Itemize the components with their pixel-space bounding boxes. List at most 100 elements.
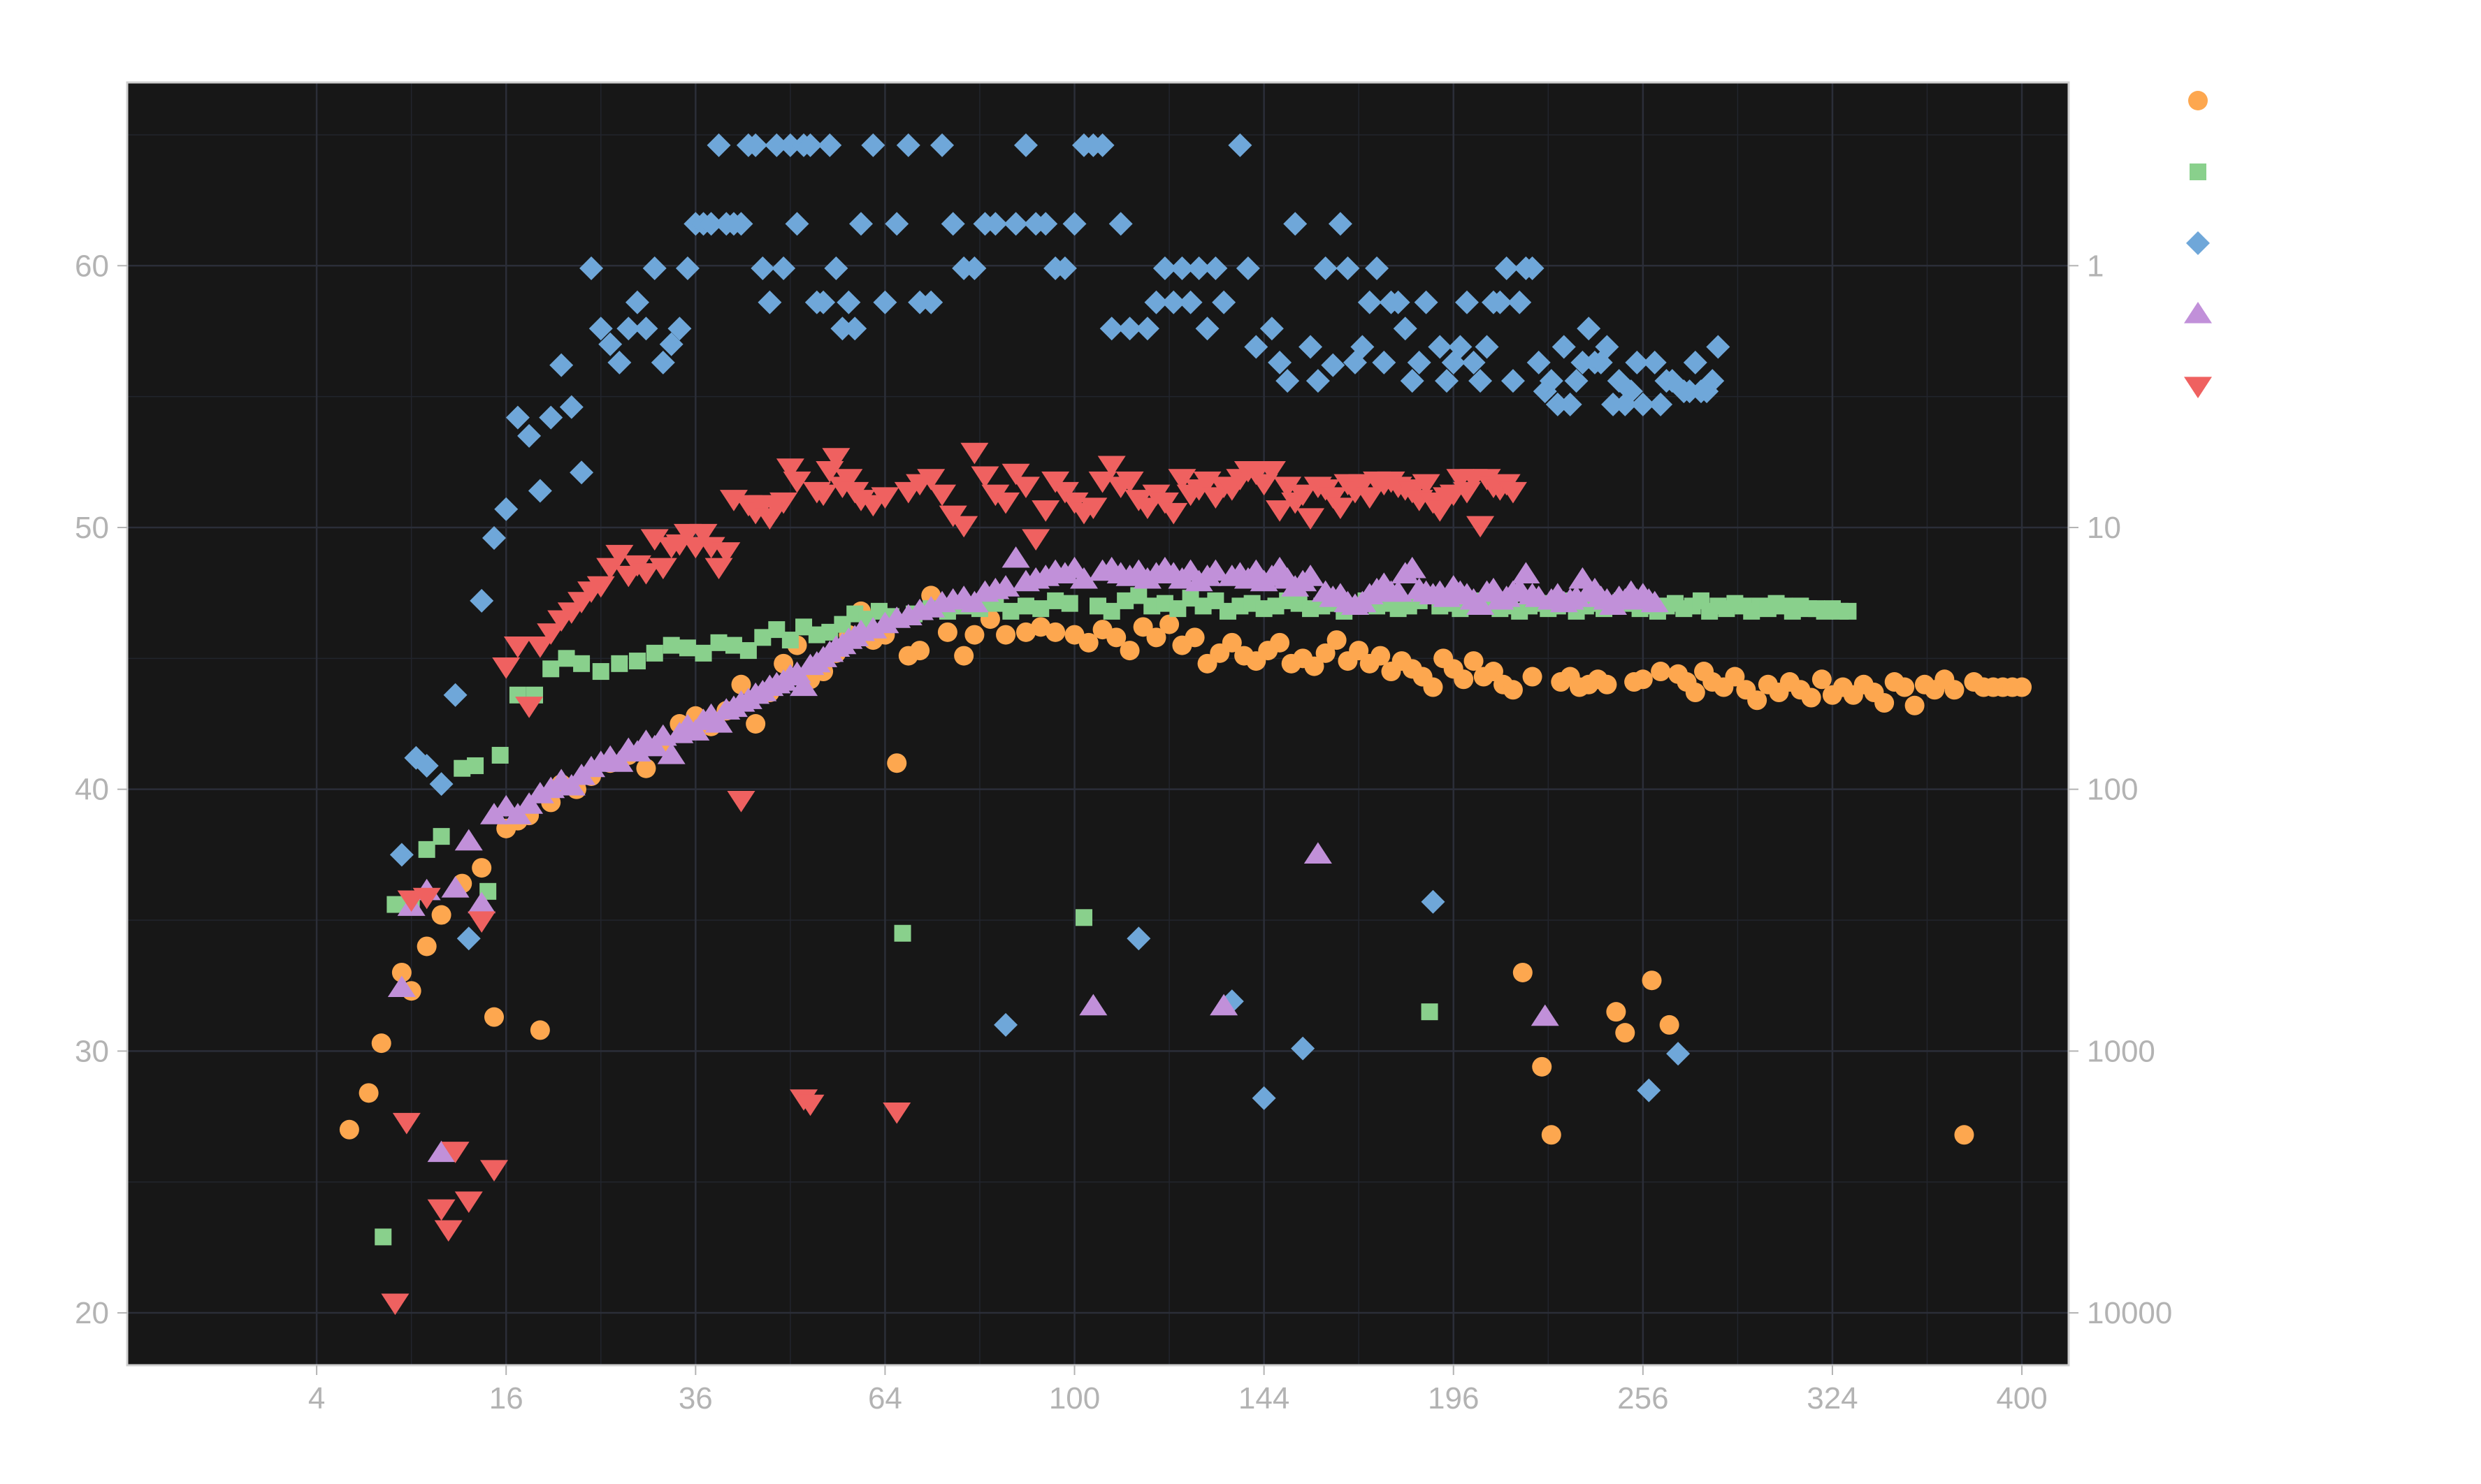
data-point xyxy=(484,1007,504,1027)
data-point xyxy=(359,1083,379,1103)
data-point xyxy=(861,133,885,157)
data-point xyxy=(1423,677,1443,697)
data-point xyxy=(505,405,530,430)
data-point xyxy=(983,212,1008,236)
data-point xyxy=(1475,335,1499,359)
data-point xyxy=(834,469,863,490)
x-tick-label: 36 xyxy=(679,1381,713,1416)
data-point xyxy=(1407,350,1431,374)
data-point xyxy=(954,646,974,666)
y-right-tick-label: 100 xyxy=(2087,773,2138,807)
data-point xyxy=(1747,690,1767,711)
data-point xyxy=(526,636,554,658)
data-point xyxy=(1412,474,1440,496)
data-point xyxy=(1365,256,1389,281)
data-point xyxy=(1090,133,1115,157)
data-point xyxy=(1078,632,1099,653)
data-point xyxy=(1296,508,1325,530)
data-point xyxy=(1512,562,1540,584)
data-point xyxy=(642,256,667,281)
data-point xyxy=(1296,565,1325,586)
data-point xyxy=(704,711,733,733)
data-point xyxy=(558,650,575,667)
data-point xyxy=(605,750,634,772)
data-point xyxy=(1259,317,1284,341)
data-point xyxy=(1120,641,1140,661)
data-point xyxy=(843,317,867,341)
data-point xyxy=(1685,683,1705,703)
data-point xyxy=(1944,680,1965,700)
data-point xyxy=(1236,256,1260,281)
data-point xyxy=(1570,350,1595,374)
data-point xyxy=(1666,1042,1691,1066)
x-tick-label: 100 xyxy=(1049,1381,1100,1416)
data-point xyxy=(731,674,751,694)
data-point xyxy=(1488,290,1512,314)
data-point xyxy=(1178,290,1203,314)
data-point xyxy=(1047,592,1064,609)
data-point xyxy=(710,634,728,651)
data-point xyxy=(391,962,412,982)
data-point xyxy=(632,563,660,585)
x-tick-label: 196 xyxy=(1428,1381,1479,1416)
data-point xyxy=(783,471,811,493)
data-point xyxy=(776,458,804,480)
data-point xyxy=(798,133,823,157)
data-point xyxy=(1099,317,1124,341)
data-point xyxy=(1393,317,1417,341)
data-point xyxy=(1874,693,1895,713)
data-point xyxy=(883,1102,911,1124)
data-point xyxy=(2012,677,2032,697)
data-point xyxy=(588,317,613,341)
data-point xyxy=(885,212,909,236)
data-point xyxy=(725,636,742,654)
data-point xyxy=(1336,256,1360,281)
data-point xyxy=(1463,651,1484,671)
data-point xyxy=(1435,369,1459,393)
x-tick-label: 144 xyxy=(1238,1381,1289,1416)
data-point xyxy=(663,636,680,654)
data-point xyxy=(433,828,450,845)
data-point xyxy=(1108,212,1133,236)
data-point xyxy=(1001,463,1030,486)
data-point xyxy=(1651,662,1671,682)
data-point xyxy=(1595,335,1619,359)
data-point xyxy=(824,256,848,281)
data-point xyxy=(1448,335,1473,359)
data-point xyxy=(1400,369,1424,393)
data-point xyxy=(896,133,920,157)
data-point xyxy=(1244,335,1268,359)
data-point xyxy=(1187,256,1211,281)
data-point xyxy=(1597,674,1617,694)
data-point xyxy=(1210,994,1238,1016)
data-point xyxy=(1299,335,1323,359)
data-point xyxy=(769,492,798,514)
data-point xyxy=(1326,497,1354,520)
data-point xyxy=(1421,889,1445,914)
data-point xyxy=(1357,290,1382,314)
data-point xyxy=(598,332,623,356)
data-point xyxy=(837,290,861,314)
data-point xyxy=(1305,369,1330,393)
gridlines xyxy=(127,82,2069,1365)
data-point xyxy=(772,256,796,281)
data-point xyxy=(1503,680,1523,700)
data-point xyxy=(1349,641,1369,661)
data-point xyxy=(1512,962,1533,982)
data-point xyxy=(429,772,454,796)
data-point xyxy=(549,353,574,377)
data-point xyxy=(822,448,851,470)
data-point xyxy=(1097,456,1126,478)
data-point xyxy=(739,642,757,660)
data-point xyxy=(910,641,930,661)
x-tick-label: 4 xyxy=(308,1381,325,1416)
data-point xyxy=(1079,994,1108,1016)
data-point xyxy=(389,843,414,867)
data-point xyxy=(1275,369,1300,393)
data-point xyxy=(1146,627,1166,648)
data-point xyxy=(1625,350,1649,374)
data-point xyxy=(559,395,584,419)
data-point xyxy=(634,317,658,341)
data-point xyxy=(871,487,899,509)
y-tick-label: 40 xyxy=(75,773,109,807)
